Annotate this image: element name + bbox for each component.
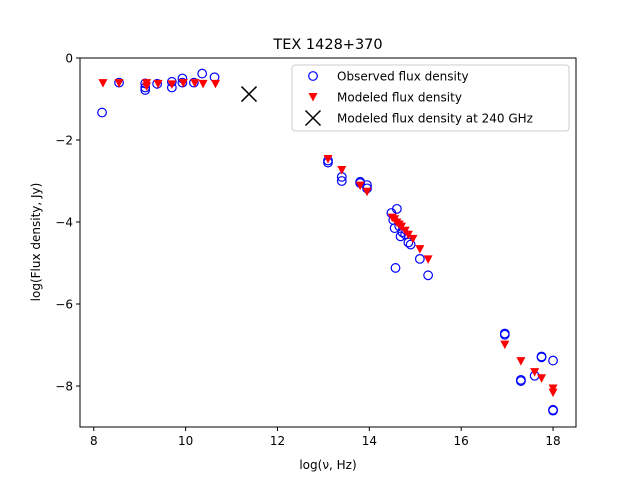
data-markers [97, 68, 558, 416]
modeled-point [500, 340, 510, 350]
observed-point [390, 263, 401, 273]
modeled-point [530, 368, 540, 377]
legend-240ghz-label: Modeled flux density at 240 GHz [337, 112, 533, 126]
modeled-240ghz-point [240, 86, 258, 103]
modeled-point [415, 245, 425, 254]
observed-point [405, 239, 416, 250]
modeled-point [178, 79, 188, 88]
axes-frame [79, 57, 577, 428]
y-axis-label: log(Flux density, Jy) [29, 183, 43, 302]
observed-point [336, 176, 347, 186]
modeled-point [548, 388, 558, 398]
x-tick-label: 18 [545, 434, 560, 448]
modeled-point [114, 79, 124, 88]
observed-point [536, 352, 547, 363]
observed-point [548, 355, 558, 366]
observed-point [152, 78, 163, 89]
observed-point [423, 270, 434, 281]
x-axis-label: log(ν, Hz) [299, 458, 356, 472]
observed-point [515, 376, 526, 386]
y-axis: 0 −2 −4 −6 −8 [55, 52, 80, 394]
modeled-point [153, 79, 163, 89]
x-tick-label: 8 [90, 434, 98, 448]
chart-title: TEX 1428+370 [272, 37, 382, 53]
y-tick-label: −8 [55, 380, 73, 394]
observed-point [548, 405, 558, 416]
observed-point [414, 253, 425, 264]
legend-240ghz-marker [304, 109, 322, 127]
modeled-point [98, 79, 108, 88]
modeled-point [537, 374, 547, 383]
modeled-point [423, 255, 433, 264]
legend: Observed flux density Modeled flux densi… [291, 64, 570, 132]
observed-point [188, 77, 199, 88]
x-tick-label: 10 [178, 434, 193, 448]
modeled-point [516, 357, 526, 366]
modeled-point [210, 79, 220, 89]
legend-box [291, 64, 570, 132]
y-tick-label: 0 [65, 52, 73, 66]
observed-point [391, 203, 402, 214]
plot-area [79, 57, 577, 428]
modeled-point [198, 79, 208, 89]
observed-point [197, 68, 208, 79]
x-tick-label: 12 [270, 434, 285, 448]
observed-point [499, 329, 510, 340]
y-tick-label: −6 [55, 298, 73, 312]
legend-observed-label: Observed flux density [337, 70, 469, 84]
x-tick-label: 14 [362, 434, 377, 448]
modeled-point [142, 82, 152, 91]
observed-point [97, 107, 107, 118]
modeled-point [403, 230, 413, 240]
modeled-point [323, 154, 333, 164]
x-axis: 8 10 12 14 16 18 [90, 427, 561, 448]
modeled-point [355, 181, 365, 191]
y-tick-label: −2 [55, 134, 73, 148]
modeled-point [337, 166, 347, 175]
modeled-point [408, 234, 418, 244]
modeled-point [190, 79, 200, 88]
legend-modeled-marker [308, 93, 318, 102]
modeled-point [167, 80, 177, 89]
observed-point [177, 77, 188, 88]
legend-observed-marker [308, 71, 318, 81]
legend-modeled-label: Modeled flux density [337, 91, 462, 105]
modeled-point [362, 187, 372, 197]
y-tick-label: −4 [55, 216, 73, 230]
x-tick-label: 16 [454, 434, 469, 448]
